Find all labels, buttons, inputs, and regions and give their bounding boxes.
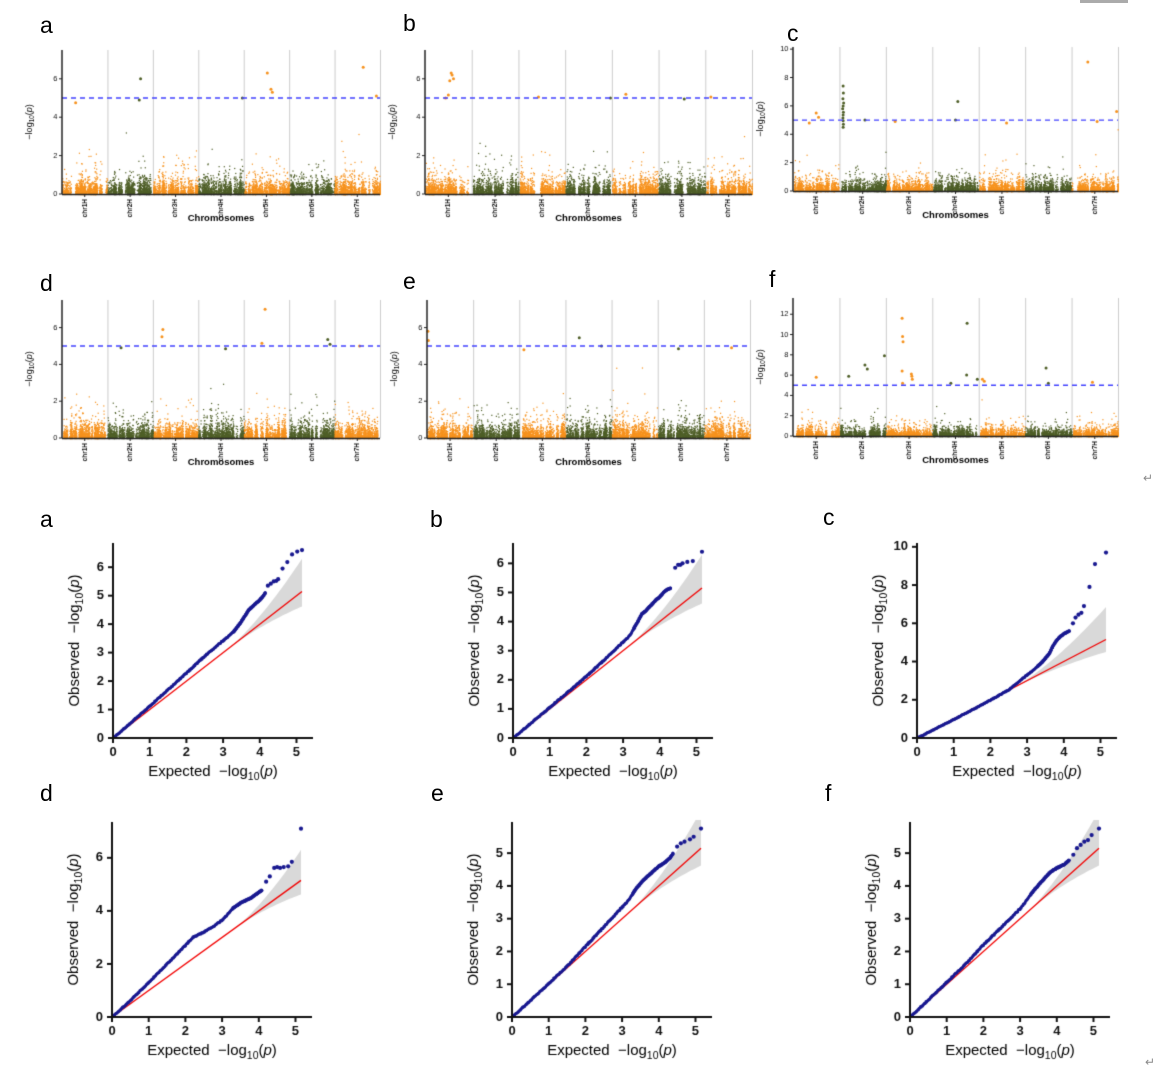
paragraph-return-icon: ↵ bbox=[1145, 1055, 1156, 1069]
qq-plot-f bbox=[855, 812, 1122, 1067]
qq-plot-b bbox=[458, 533, 725, 788]
panel-label-qq-a: a bbox=[40, 506, 53, 532]
qq-plot-e bbox=[457, 812, 724, 1067]
qq-plot-a bbox=[58, 533, 325, 788]
qq-plot-d bbox=[57, 812, 324, 1067]
panel-label-manhattan-b: b bbox=[403, 10, 416, 36]
manhattan-plot-e bbox=[383, 292, 760, 470]
manhattan-plot-d bbox=[18, 292, 390, 470]
panel-label-manhattan-a: a bbox=[40, 12, 53, 38]
panel-label-qq-d: d bbox=[40, 780, 53, 806]
paragraph-return-icon: ↵ bbox=[1143, 471, 1154, 485]
panel-label-manhattan-e: e bbox=[403, 268, 416, 294]
panel-label-manhattan-f: f bbox=[769, 266, 776, 292]
panel-label-manhattan-c: c bbox=[787, 20, 799, 46]
qq-plot-c bbox=[862, 533, 1129, 788]
manhattan-plot-c bbox=[749, 39, 1128, 223]
panel-label-manhattan-d: d bbox=[40, 270, 53, 296]
manhattan-plot-f bbox=[749, 290, 1128, 468]
window-artifact-bar bbox=[1080, 0, 1128, 3]
panel-label-qq-c: c bbox=[823, 504, 835, 530]
panel-label-qq-b: b bbox=[430, 506, 443, 532]
manhattan-plot-a bbox=[18, 42, 390, 226]
panel-label-qq-e: e bbox=[431, 780, 444, 806]
panel-label-qq-f: f bbox=[825, 780, 832, 806]
manhattan-plot-b bbox=[381, 42, 762, 226]
